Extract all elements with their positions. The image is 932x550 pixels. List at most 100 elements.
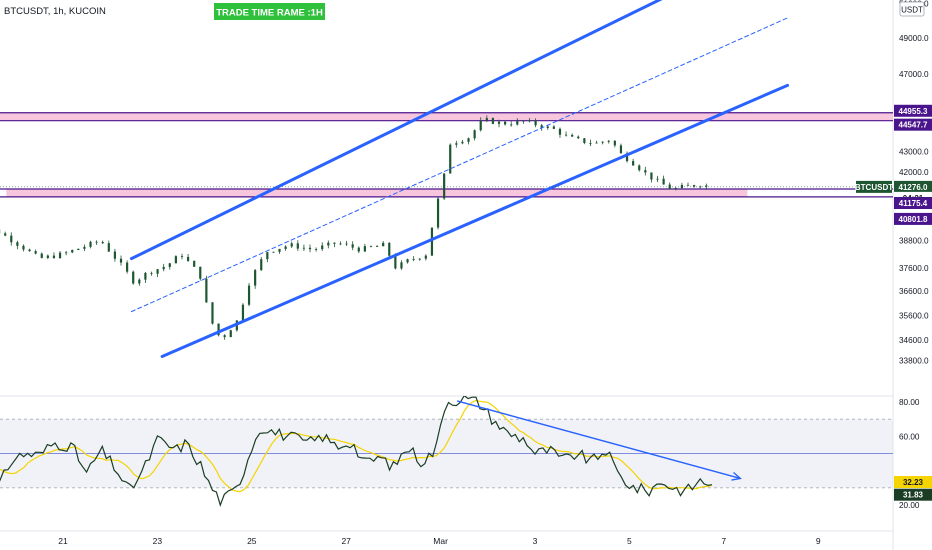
candle-body [28,249,31,252]
candle-body [564,134,568,136]
rsi-tick-label: 20.00 [899,501,920,510]
candle-body [4,233,7,236]
candle-body [107,243,110,252]
candle-body [126,262,129,272]
candle-body [369,246,373,247]
candle-body [284,246,287,249]
candle-body [522,120,525,122]
rsi-value-tag-bg [894,488,932,501]
candle-body [186,256,190,261]
candle-body [205,278,208,303]
price-tick-label: 33800.0 [899,356,929,365]
price-tick-label: 38800.0 [899,237,929,246]
candle-body [650,172,653,180]
candle-body [278,248,281,252]
zone2-top-tag: 41175.4 [899,199,928,208]
rsi-trendline-arrowhead [731,471,742,481]
time-tick-label: 27 [341,536,351,546]
candle-body [113,251,117,259]
candle-body [83,246,86,249]
candle-body [424,255,427,259]
candle-body [497,121,501,124]
candle-body [345,243,348,245]
candle-body [467,138,470,142]
symbol-tag-bg [856,180,892,193]
time-tick-label: 5 [627,536,632,546]
price-tick-label: 42000.0 [899,168,929,177]
candle-body [418,258,421,260]
price-tick-label: 34600.0 [899,336,929,345]
candle-body [290,243,293,247]
candle-body [534,120,537,126]
candle-body [52,255,56,259]
candle-body [46,255,49,258]
candle-body [266,252,269,260]
candle-body [540,125,543,129]
rsi-ma-line [0,399,713,493]
candle-body [473,130,476,139]
candle-body [571,134,574,137]
candle-body [65,252,68,254]
candle-body [217,323,220,336]
zone2-bottom-tag: 40801.8 [899,215,928,224]
candle-body [382,242,385,247]
rsi-trendline[interactable] [456,400,741,480]
candle-body [510,124,513,126]
candle-body [601,141,604,143]
candle-body [577,136,580,139]
currency-button[interactable]: USDT [901,6,923,15]
candle-body [351,244,354,248]
candle-body [211,302,214,324]
candle-body [339,243,342,245]
time-tick-label: 21 [58,536,68,546]
candle-body [613,140,616,146]
channel-lines[interactable] [129,0,790,358]
symbol-header: BTCUSDT, 1h, KUCOIN [4,6,106,17]
candle-body [77,248,80,250]
channel-lower-line[interactable] [160,83,790,358]
candle-body [705,185,708,187]
candle-body [461,141,464,144]
candle-body [436,198,440,228]
price-tick-label: 49000.0 [899,34,929,43]
candle-body [308,247,312,250]
rsi-ma-tag-bg [894,476,932,489]
channel-mid-line[interactable] [130,17,789,313]
candle-body [40,253,43,258]
candle-body [400,262,403,269]
candlestick-series [0,115,708,340]
candle-body [516,120,519,125]
candle-body [455,143,458,145]
candle-body [34,251,37,254]
zone1-bottom-tag-bg [894,118,932,131]
time-tick-label: 3 [533,536,538,546]
candle-body [662,178,665,185]
candle-body [589,142,592,144]
price-tags: 44955.344547.7BTCUSDT41276.004:2141175.4… [0,104,932,501]
candle-body [162,266,165,270]
candle-body [321,245,324,250]
candle-body [406,259,409,263]
candle-body [552,126,555,129]
candle-body [16,242,19,246]
channel-upper-line[interactable] [129,0,676,261]
candle-body [95,241,98,243]
time-axis[interactable]: 21 23 25 27 Mar 3 5 7 9 [58,536,821,546]
last-price-tag: 41276.0 [899,183,928,192]
support-resistance-zones [0,112,893,198]
zone2-bottom-tag-bg [894,212,932,225]
candle-body [686,184,690,186]
last-price-tag-bg [894,180,932,193]
candle-body [144,272,147,280]
currency-button-bg[interactable] [899,1,925,17]
candle-body [229,330,232,338]
time-tick-label: 9 [816,536,821,546]
candle-body [449,144,452,174]
candle-body [656,178,659,180]
candle-body [491,118,495,124]
candle-body [10,235,13,243]
candle-body [260,259,263,271]
zone2-top-tag-bg [894,196,932,209]
timeframe-badge-bg [214,3,325,20]
